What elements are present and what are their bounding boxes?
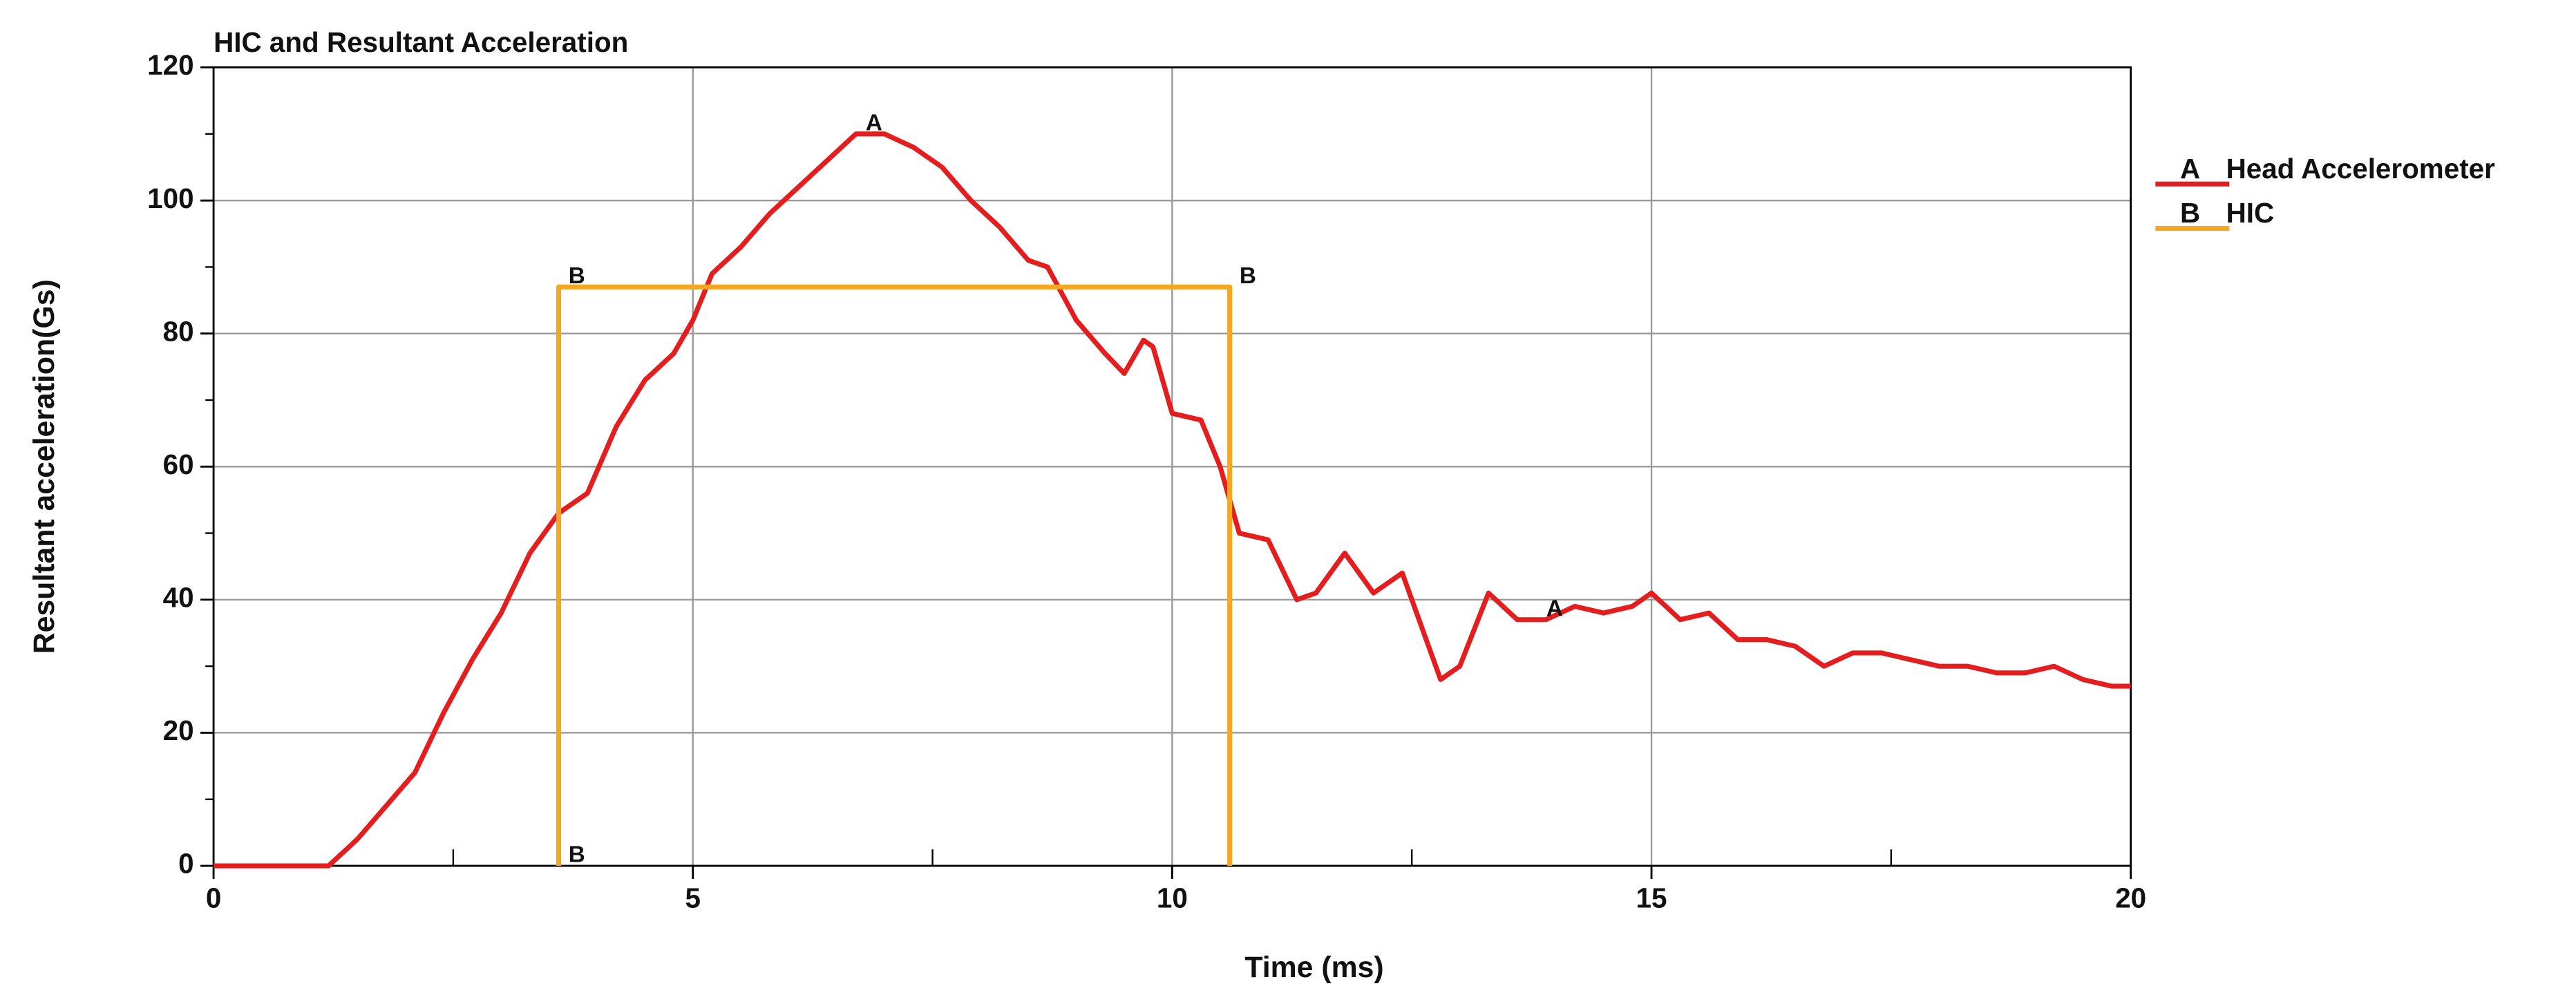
y-tick-label: 80 [163,315,194,347]
x-tick-label: 15 [1636,882,1667,914]
y-tick-label: 100 [147,182,193,214]
x-tick-label: 0 [206,882,221,914]
series-line [556,284,1233,866]
series-line [214,131,2131,869]
legend-marker: B [2180,197,2200,229]
plot-frame [212,66,2132,867]
legend-marker: A [2180,153,2200,184]
chart-title: HIC and Resultant Acceleration [214,26,628,58]
y-tick-label: 40 [163,582,194,614]
x-axis-label: Time (ms) [1244,951,1383,984]
series-marker: A [866,110,882,135]
legend-label: Head Accelerometer [2226,153,2496,184]
x-tick-label: 10 [1157,882,1188,914]
series-marker: A [1546,596,1563,621]
y-tick-label: 60 [163,448,194,480]
y-axis-label: Resultant acceleration(Gs) [28,279,61,654]
y-tick-label: 120 [147,49,193,81]
x-tick-label: 5 [685,882,700,914]
legend-label: HIC [2226,197,2275,229]
y-tick-label: 0 [178,848,193,880]
x-tick-label: 20 [2115,882,2146,914]
series-marker: B [569,842,585,868]
y-tick-label: 20 [163,714,194,746]
series-marker: B [1240,263,1256,289]
series-marker: B [569,263,585,289]
